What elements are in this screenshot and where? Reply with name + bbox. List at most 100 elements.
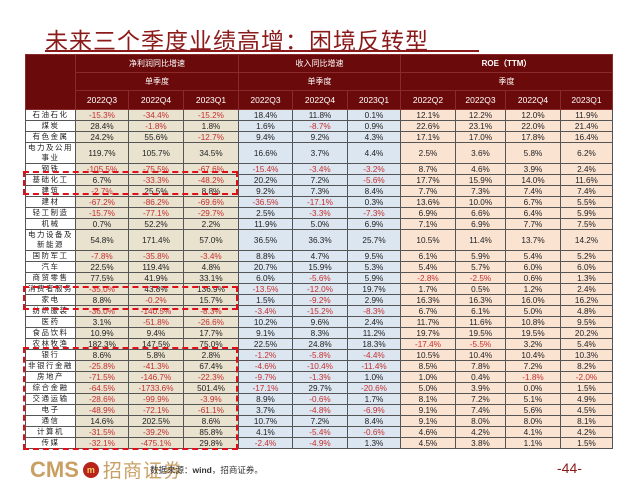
net-profit-cell: -1733.6% [128,382,184,394]
net-profit-cell: -99.9% [128,393,184,405]
net-profit-cell: -75.5% [128,163,184,175]
revenue-cell: 29.7% [292,382,348,394]
column-header: 2022Q4 [292,90,348,110]
net-profit-cell: -15.3% [75,109,129,121]
industry-label: 建材 [25,196,76,208]
net-profit-cell: 0.7% [75,218,129,230]
revenue-cell: 16.6% [238,142,293,164]
roe-cell: 1.7% [400,283,456,295]
net-profit-cell: 15.7% [183,294,239,306]
table-row: 国防军工 -7.8% -35.8% -3.4% 8.8% 4.7% 9.5% 6.1% 5.9%… [25,250,613,262]
industry-label: 石油石化 [25,109,76,121]
industry-label: 煤炭 [25,120,76,132]
roe-cell: 9.1% [400,415,456,427]
industry-label: 食品饮料 [25,327,76,339]
table-row: 家电 8.8% -0.2% 15.7% 1.5% -9.2% 2.9% 16.3% 16.3% 1… [25,294,613,306]
net-profit-cell: -26.6% [183,316,239,328]
net-profit-cell: -51.8% [128,316,184,328]
revenue-cell: -3.4% [292,163,348,175]
revenue-cell: 6.9% [347,218,401,230]
roe-cell: 16.0% [505,294,561,306]
roe-cell: 0.6% [505,272,561,284]
roe-cell: 7.4% [560,185,613,197]
roe-cell: 19.5% [505,327,561,339]
revenue-cell: -4.9% [292,437,348,449]
roe-cell: 4.5% [400,437,456,449]
roe-cell: 1.1% [505,437,561,449]
roe-cell: 6.4% [505,207,561,219]
revenue-cell: -5.4% [292,426,348,438]
net-profit-cell: 119.4% [128,261,184,273]
revenue-cell: 1.5% [238,294,293,306]
net-profit-cell: 501.4% [183,382,239,394]
revenue-cell: -0.6% [292,393,348,405]
net-profit-cell: -67.6% [183,163,239,175]
revenue-cell: 8.3% [292,327,348,339]
column-header: 2022Q3 [455,90,506,110]
net-profit-cell: 67.4% [183,360,239,372]
roe-cell: 6.0% [505,261,561,273]
industry-label: 家电 [25,294,76,306]
net-profit-cell: 25.5% [128,185,184,197]
roe-cell: 13.6% [400,196,456,208]
roe-cell: 7.1% [400,218,456,230]
revenue-cell: 15.9% [292,261,348,273]
revenue-cell: -11.4% [347,360,401,372]
net-profit-cell: -3.4% [183,250,239,262]
revenue-cell: 4.4% [347,142,401,164]
roe-cell: 9.5% [560,316,613,328]
table-row: 基础化工 6.7% -33.3% -48.2% 20.2% 7.2% -5.6% 17.7% 1… [25,174,613,186]
roe-cell: 5.6% [505,404,561,416]
industry-label: 综合金融 [25,382,76,394]
roe-cell: 11.6% [455,316,506,328]
roe-cell: 11.7% [400,316,456,328]
revenue-cell: 3.7% [238,404,293,416]
roe-cell: 7.4% [505,185,561,197]
net-profit-cell: 3.1% [75,316,129,328]
roe-cell: 8.1% [560,415,613,427]
net-profit-cell: 55.6% [128,131,184,143]
revenue-cell: -15.2% [292,305,348,317]
industry-label: 纺织服装 [25,305,76,317]
table-row: 建材 -67.2% -86.2% -69.6% -36.5% -17.1% 0.3% 13.6… [25,196,613,208]
roe-cell: 8.2% [560,360,613,372]
roe-cell: 12.2% [455,109,506,121]
table-row: 建筑 -2.7% 25.5% 8.8% 9.2% 7.3% 8.4% 7.7% 7.3% 7.4%… [25,185,613,197]
roe-cell: 1.3% [560,272,613,284]
revenue-cell: -3.3% [292,207,348,219]
column-header: 2022Q3 [238,90,293,110]
revenue-cell: 25.7% [347,229,401,251]
revenue-cell: 3.7% [292,142,348,164]
roe-cell: 12.1% [400,109,456,121]
revenue-cell: -1.3% [292,371,348,383]
column-header: 2022Q4 [128,90,184,110]
roe-cell: 10.5% [400,229,456,251]
roe-cell: 7.2% [455,393,506,405]
net-profit-cell: -12.7% [183,131,239,143]
net-profit-cell: 6.7% [75,174,129,186]
table-row: 电子 -48.9% -72.1% -61.1% 3.7% -4.8% -6.9% 9.1% 7.… [25,404,613,416]
table-row: 商贸零售 77.5% 41.9% 33.1% 6.0% -5.6% 5.9% -2.8% -2.… [25,272,613,284]
roe-cell: 1.2% [505,283,561,295]
net-profit-cell: 202.5% [128,415,184,427]
roe-cell: 21.4% [560,120,613,132]
roe-cell: 7.8% [455,360,506,372]
revenue-cell: -5.6% [292,272,348,284]
revenue-cell: -4.6% [238,360,293,372]
roe-cell: 2.4% [560,163,613,175]
revenue-cell: -6.9% [347,404,401,416]
column-header: 2023Q1 [347,90,401,110]
net-profit-cell: -86.2% [128,196,184,208]
industry-label: 农林牧渔 [25,338,76,350]
net-profit-cell: -61.1% [183,404,239,416]
net-profit-cell: 29.8% [183,437,239,449]
roe-cell: 4.5% [560,404,613,416]
industry-label: 通信 [25,415,76,427]
revenue-cell: 20.2% [238,174,293,186]
subheader-single-quarter: 单季度 [238,72,401,91]
net-profit-cell: -33.3% [128,174,184,186]
revenue-cell: 8.4% [347,185,401,197]
revenue-cell: 9.5% [347,250,401,262]
logo-latin: CMS [30,456,79,482]
revenue-cell: -0.6% [347,426,401,438]
